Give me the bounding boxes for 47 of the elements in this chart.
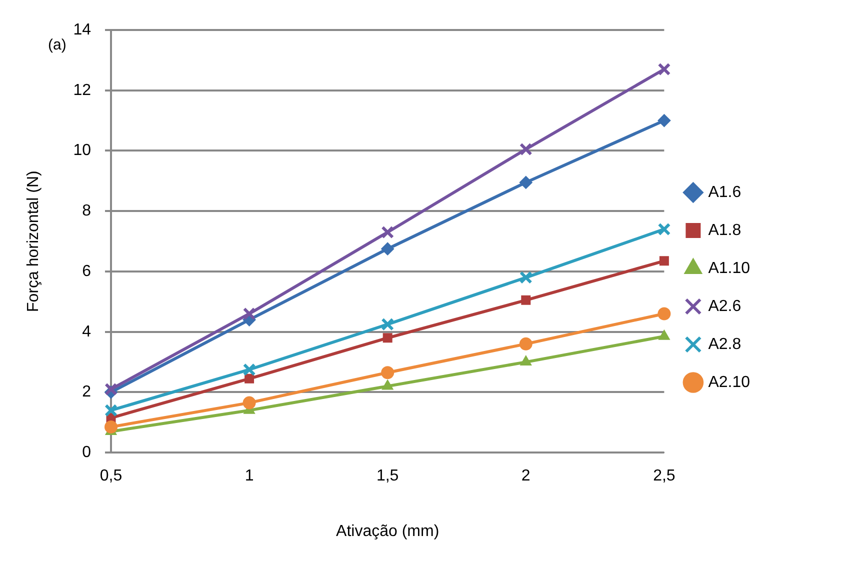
- point: [242, 363, 256, 376]
- legend-label: A2.6: [708, 298, 742, 315]
- point: [520, 356, 532, 366]
- point: [381, 318, 394, 331]
- legend-label: A2.10: [708, 374, 750, 391]
- y-tick-label: 12: [73, 82, 92, 99]
- point: [519, 142, 532, 156]
- x-tick-label: 2: [521, 468, 530, 485]
- legend-label: A2.8: [708, 336, 742, 353]
- point: [658, 330, 670, 340]
- point: [382, 380, 394, 390]
- legend-label: A1.6: [708, 184, 742, 201]
- point: [244, 374, 254, 384]
- point: [658, 222, 671, 236]
- x-tick-label: 1,5: [376, 468, 399, 485]
- y-tick-label: 10: [73, 142, 92, 160]
- y-tick-label: 2: [82, 384, 92, 401]
- legend-label: A1.10: [708, 260, 750, 277]
- y-tick-label: 0: [82, 444, 92, 462]
- x-axis-title: Ativação (mm): [336, 522, 440, 540]
- point: [519, 176, 532, 189]
- point: [381, 242, 394, 256]
- point: [659, 256, 669, 266]
- point: [104, 382, 118, 396]
- y-tick-label: 4: [82, 323, 92, 340]
- point: [519, 337, 532, 350]
- point: [519, 271, 532, 284]
- y-tick-label: 6: [82, 262, 92, 280]
- point: [658, 114, 671, 128]
- point: [242, 307, 256, 320]
- point: [242, 396, 256, 410]
- point: [104, 404, 118, 417]
- point: [658, 62, 671, 76]
- point: [381, 226, 394, 239]
- x-tick-label: 2,5: [653, 468, 676, 485]
- y-tick-label: 8: [82, 202, 92, 220]
- point: [381, 366, 394, 380]
- point: [521, 295, 531, 305]
- y-axis-title: Força horizontal (N): [25, 170, 42, 312]
- x-tick-label: 1: [244, 468, 254, 485]
- legend-label: A1.8: [708, 222, 742, 239]
- y-tick-label: 14: [73, 21, 92, 38]
- point: [382, 333, 392, 343]
- point: [658, 307, 671, 320]
- text: (a): [48, 36, 66, 54]
- point: [104, 420, 118, 434]
- x-tick-label: 0,5: [100, 468, 122, 485]
